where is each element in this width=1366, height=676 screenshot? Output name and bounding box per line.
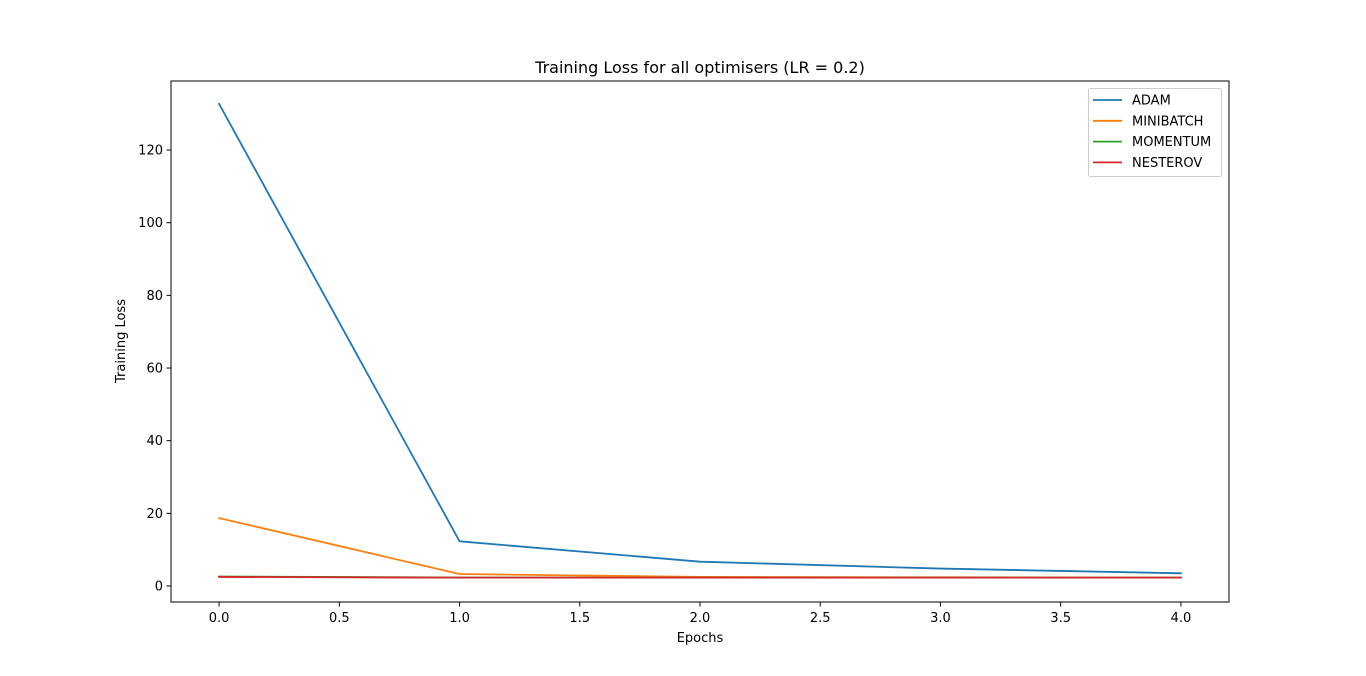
x-axis-label: Epochs <box>677 631 724 646</box>
x-tick-label: 1.5 <box>569 611 590 626</box>
legend: ADAM MINIBATCH MOMENTUM NESTEROV <box>1088 88 1222 177</box>
x-tick-label: 3.0 <box>930 611 951 626</box>
y-tick-label: 80 <box>146 289 163 304</box>
y-axis-label: Training Loss <box>114 299 129 384</box>
y-tick-label: 120 <box>138 144 163 159</box>
x-tick-label: 0.0 <box>209 611 230 626</box>
y-axis-ticks: 0 20 40 60 80 100 120 <box>138 144 171 595</box>
y-tick-label: 20 <box>146 507 163 522</box>
y-tick-label: 60 <box>146 362 163 377</box>
series-layer <box>217 102 1182 579</box>
y-tick-label: 40 <box>146 434 163 449</box>
x-tick-label: 0.5 <box>329 611 350 626</box>
series-line-nesterov <box>218 576 1182 579</box>
y-tick-label: 0 <box>155 580 163 595</box>
series-line-adam <box>217 102 1182 575</box>
legend-box <box>1088 88 1222 177</box>
legend-label-minibatch: MINIBATCH <box>1132 114 1203 129</box>
legend-items: ADAM MINIBATCH MOMENTUM NESTEROV <box>1093 94 1211 171</box>
legend-label-adam: ADAM <box>1132 94 1171 109</box>
x-tick-label: 3.5 <box>1050 611 1071 626</box>
x-tick-label: 2.0 <box>690 611 711 626</box>
plot-area <box>170 80 1230 603</box>
x-tick-label: 4.0 <box>1171 611 1192 626</box>
x-axis-ticks: 0.0 0.5 1.0 1.5 2.0 2.5 3.0 3.5 4.0 <box>209 602 1192 626</box>
x-tick-label: 2.5 <box>810 611 831 626</box>
x-tick-label: 1.0 <box>449 611 470 626</box>
y-tick-label: 100 <box>138 216 163 231</box>
legend-label-nesterov: NESTEROV <box>1132 156 1202 171</box>
legend-label-momentum: MOMENTUM <box>1132 135 1211 150</box>
chart-title: Training Loss for all optimisers (LR = 0… <box>534 58 865 77</box>
